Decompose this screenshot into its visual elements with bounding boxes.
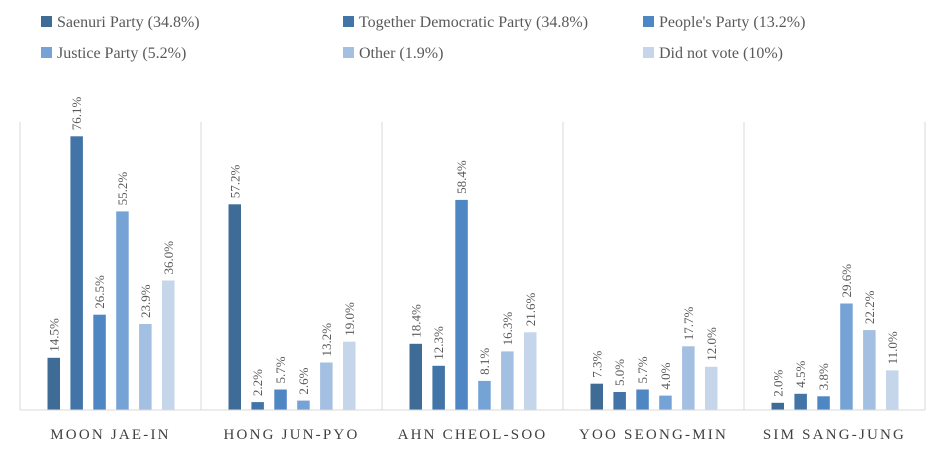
data-label: 2.0% xyxy=(770,370,785,397)
legend-item: Did not vote (10%) xyxy=(643,45,783,62)
category-label: SIM SANG-JUNG xyxy=(763,427,906,443)
bar xyxy=(297,400,310,410)
data-label: 11.0% xyxy=(885,331,900,364)
bar xyxy=(840,303,853,410)
data-label: 5.7% xyxy=(635,356,650,383)
bar xyxy=(886,370,899,410)
bar xyxy=(705,366,718,410)
category-label: AHN CHEOL-SOO xyxy=(398,427,548,443)
bar xyxy=(455,199,468,410)
category-labels: MOON JAE-IN HONG JUN-PYO AHN CHEOL-SOO YOO … xyxy=(50,427,906,443)
data-label: 5.7% xyxy=(273,356,288,383)
category-separators xyxy=(19,122,926,410)
data-label: 23.9% xyxy=(138,284,153,318)
data-label: 4.0% xyxy=(658,362,673,389)
legend: Saenuri Party (34.8%) Together Democratic… xyxy=(41,14,805,62)
data-label: 2.2% xyxy=(250,369,265,396)
legend-label: Together Democratic Party (34.8%) xyxy=(359,14,588,31)
legend-label: Saenuri Party (34.8%) xyxy=(57,14,200,31)
legend-item: Other (1.9%) xyxy=(343,45,443,62)
category-label: HONG JUN-PYO xyxy=(224,427,360,443)
bar xyxy=(409,343,422,410)
legend-item: People's Party (13.2%) xyxy=(643,14,805,31)
data-label: 36.0% xyxy=(161,241,176,275)
bars xyxy=(47,136,899,411)
bar xyxy=(682,346,695,410)
data-label: 21.6% xyxy=(523,293,538,327)
data-label: 29.6% xyxy=(839,264,854,298)
legend-swatch xyxy=(41,47,52,58)
legend-swatch xyxy=(643,47,654,58)
legend-swatch xyxy=(643,16,654,27)
bar xyxy=(251,402,264,410)
bar xyxy=(343,341,356,410)
bar xyxy=(501,351,514,410)
category-label: MOON JAE-IN xyxy=(50,427,170,443)
data-label: 57.2% xyxy=(227,165,242,199)
data-label: 76.1% xyxy=(69,97,84,131)
bar xyxy=(771,402,784,410)
bar xyxy=(794,393,807,410)
legend-item: Saenuri Party (34.8%) xyxy=(41,14,200,31)
data-label: 18.4% xyxy=(408,304,423,338)
data-label: 55.2% xyxy=(115,172,130,206)
data-label: 19.0% xyxy=(342,302,357,336)
data-label: 8.1% xyxy=(477,348,492,375)
bar xyxy=(274,389,287,410)
bar xyxy=(478,380,491,410)
data-label: 13.2% xyxy=(319,323,334,357)
legend-item: Justice Party (5.2%) xyxy=(41,45,186,62)
bar xyxy=(863,330,876,410)
legend-swatch xyxy=(343,47,354,58)
legend-label: Did not vote (10%) xyxy=(659,45,783,62)
data-label: 3.8% xyxy=(816,363,831,390)
data-label: 14.5% xyxy=(46,318,61,352)
bar xyxy=(320,362,333,410)
legend-item: Together Democratic Party (34.8%) xyxy=(343,14,588,31)
bar xyxy=(590,383,603,410)
data-label: 22.2% xyxy=(862,290,877,324)
legend-swatch xyxy=(343,16,354,27)
bar xyxy=(524,332,537,410)
data-label: 5.0% xyxy=(612,359,627,386)
data-label: 12.0% xyxy=(704,327,719,361)
legend-label: Justice Party (5.2%) xyxy=(57,45,186,62)
bar xyxy=(162,280,175,410)
bar xyxy=(613,392,626,410)
data-label: 2.6% xyxy=(296,367,311,394)
bar xyxy=(636,389,649,410)
bar xyxy=(70,136,83,411)
data-labels: 14.5% 76.1% 26.5% 55.2% 23.9% 36.0% 57.2% 2.2% 5… xyxy=(46,97,900,397)
data-label: 7.3% xyxy=(589,350,604,377)
legend-swatch xyxy=(41,16,52,27)
bar xyxy=(93,314,106,410)
bar xyxy=(228,204,241,410)
data-label: 4.5% xyxy=(793,361,808,388)
legend-label: Other (1.9%) xyxy=(359,45,443,62)
bar xyxy=(817,396,830,410)
bar xyxy=(139,324,152,410)
legend-label: People's Party (13.2%) xyxy=(659,14,805,31)
bar xyxy=(116,211,129,410)
data-label: 26.5% xyxy=(92,275,107,309)
bar xyxy=(47,357,60,410)
data-label: 12.3% xyxy=(431,326,446,360)
category-label: YOO SEONG-MIN xyxy=(579,427,728,443)
data-label: 16.3% xyxy=(500,312,515,346)
bar xyxy=(432,365,445,410)
data-label: 17.7% xyxy=(681,307,696,341)
data-label: 58.4% xyxy=(454,160,469,194)
bar xyxy=(659,395,672,410)
